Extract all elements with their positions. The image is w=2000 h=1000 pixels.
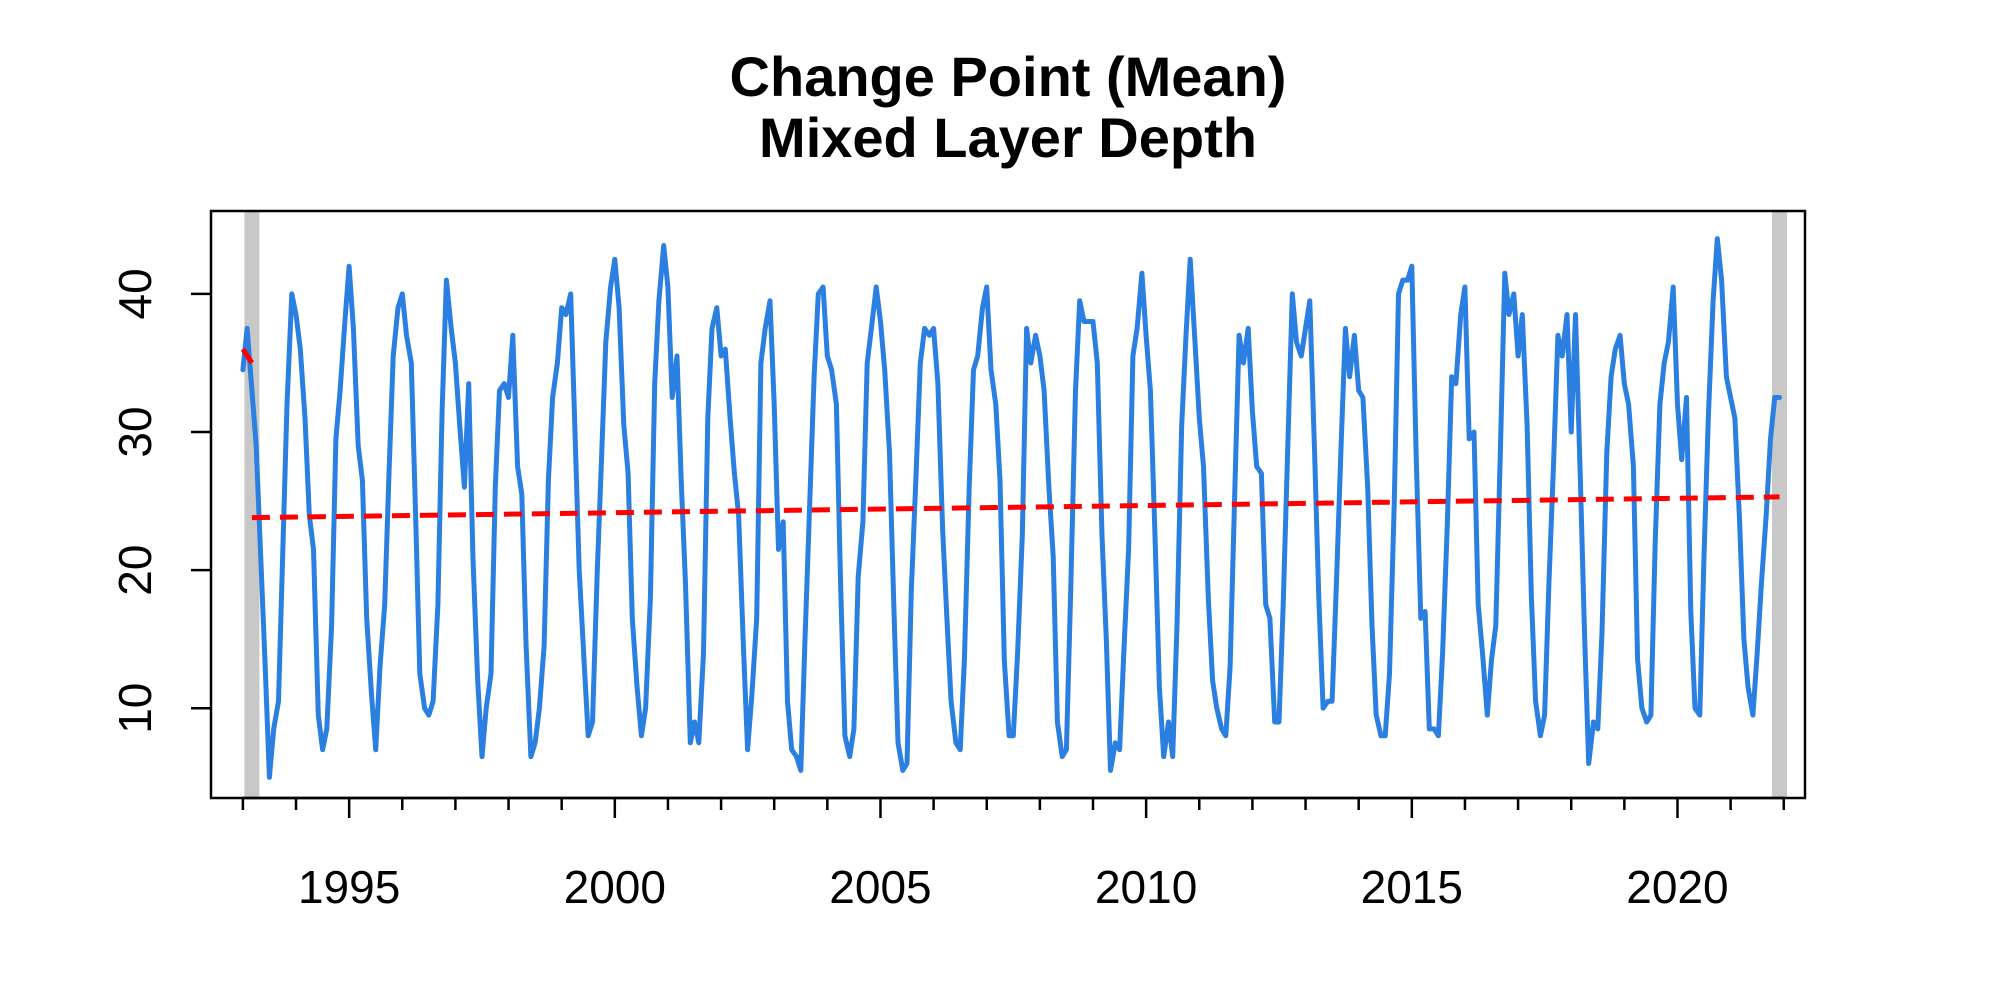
- mean-segments-layer: [240, 347, 1780, 521]
- series-layer: [240, 236, 1782, 780]
- x-tick-label: 2000: [564, 861, 666, 913]
- x-tick-label: 1995: [298, 861, 400, 913]
- y-tick-label: 30: [109, 406, 161, 457]
- chart-title: Change Point (Mean): [730, 45, 1287, 108]
- x-tick-label: 2020: [1626, 861, 1728, 913]
- y-tick-label: 40: [109, 268, 161, 319]
- x-axis: 1995 2000 2005 2010 2015 2020: [241, 796, 1785, 913]
- x-tick-label: 2005: [829, 861, 931, 913]
- chart-subtitle: Mixed Layer Depth: [759, 106, 1257, 169]
- mean-segment-1: [251, 494, 1780, 521]
- y-axis: 10 20 30 40: [109, 268, 211, 734]
- mean-segment-0: [240, 347, 255, 365]
- change-point-markers: [244, 211, 1787, 798]
- y-tick-label: 20: [109, 545, 161, 596]
- series-line-0: [240, 236, 1782, 780]
- x-tick-label: 2010: [1095, 861, 1197, 913]
- x-tick-label: 2015: [1361, 861, 1463, 913]
- y-tick-label: 10: [109, 683, 161, 734]
